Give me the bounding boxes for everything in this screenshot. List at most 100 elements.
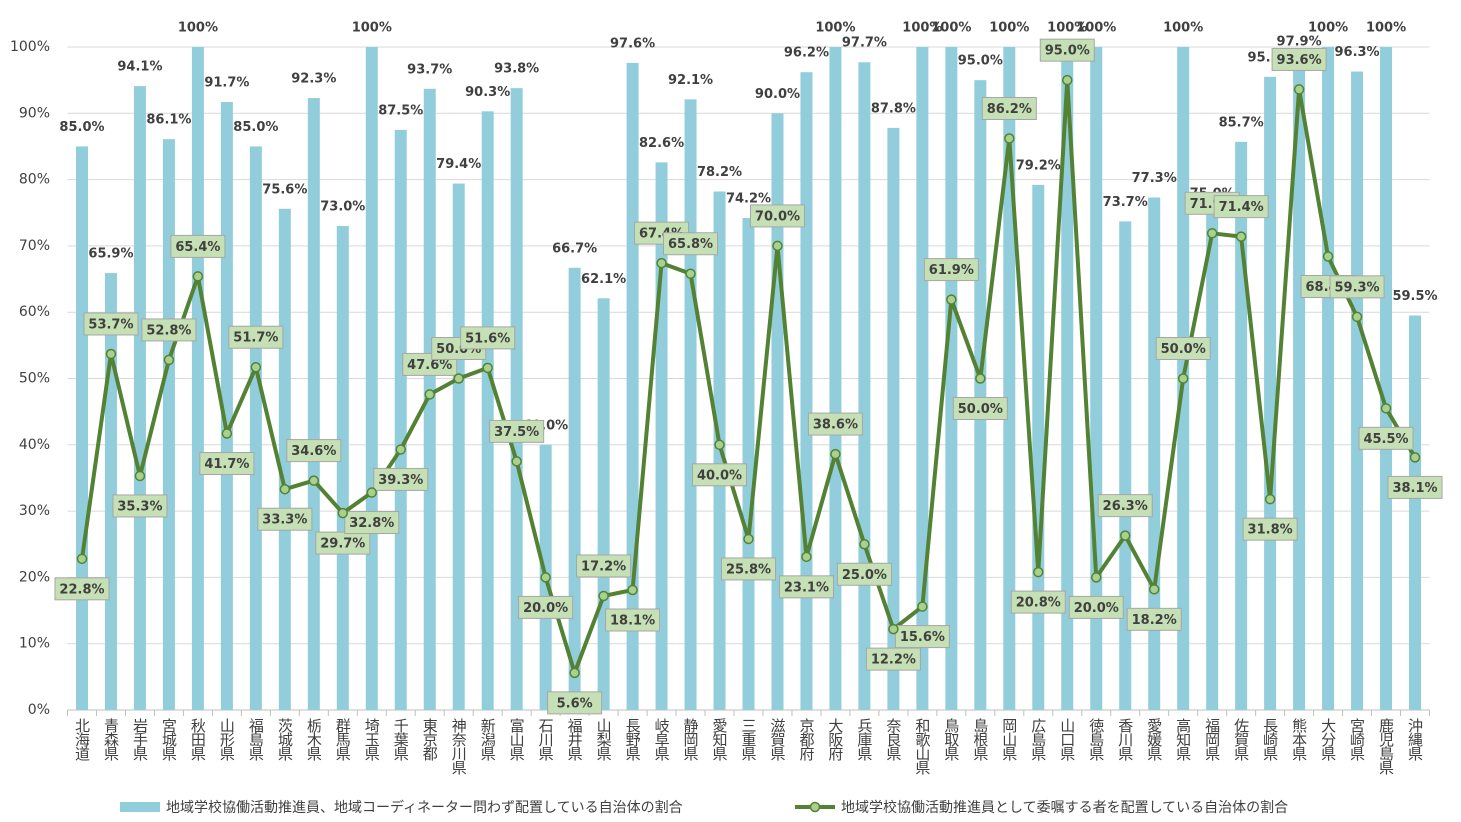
line-value-label: 45.5% <box>1363 432 1408 447</box>
legend-swatch <box>120 802 160 812</box>
y-tick-label: 0% <box>28 702 50 718</box>
legend-label: 地域学校協働活動推進員として委嘱する者を配置している自治体の割合 <box>841 799 1288 816</box>
bar-value-label: 62.1% <box>581 272 626 287</box>
bar-value-label: 91.7% <box>204 76 249 91</box>
x-tick-label: 愛知県 <box>711 718 729 761</box>
x-tick-label: 福岡県 <box>1203 718 1221 761</box>
y-tick-label: 40% <box>19 437 50 453</box>
x-tick-label: 大分県 <box>1319 718 1337 761</box>
line-label-box <box>721 557 776 581</box>
line-marker <box>714 439 725 451</box>
line-value-label: 51.6% <box>465 331 510 346</box>
x-tick-label: 三重県 <box>740 718 758 761</box>
bar-value-label: 95.0% <box>958 54 1003 69</box>
bar <box>307 98 320 710</box>
bar-value-label: 85.0% <box>233 120 278 135</box>
line-marker <box>1264 493 1276 505</box>
line-marker <box>859 539 870 550</box>
bar-value-label: 77.3% <box>1132 171 1177 186</box>
bar-value-label: 66.7% <box>552 241 597 256</box>
line-marker <box>1351 311 1363 323</box>
bar <box>162 139 175 711</box>
bar-value-label: 65.9% <box>88 247 133 262</box>
line-label-box <box>1271 47 1327 71</box>
line-label-box <box>749 204 805 228</box>
y-tick-label: 90% <box>19 105 50 121</box>
x-tick-label: 秋田県 <box>189 718 207 761</box>
line-value-label: 33.3% <box>262 513 307 528</box>
line-value-label: 61.9% <box>929 263 974 278</box>
line-marker <box>1004 133 1015 144</box>
x-tick-label: 群馬県 <box>334 718 352 761</box>
bar <box>684 99 697 710</box>
line-marker <box>482 362 493 374</box>
line-value-label: 35.3% <box>117 499 162 514</box>
y-tick-label: 20% <box>19 569 50 585</box>
line-marker <box>1119 530 1131 541</box>
line-value-label: 40.0% <box>697 468 742 483</box>
line-value-label: 37.5% <box>494 425 539 440</box>
line-marker <box>250 361 262 373</box>
line-marker <box>395 444 407 455</box>
line-label-box <box>663 232 719 256</box>
x-tick-label: 石川県 <box>537 718 555 761</box>
line-marker <box>888 623 899 635</box>
bar-value-label: 93.8% <box>494 62 539 77</box>
bar <box>1061 47 1074 710</box>
x-tick-label: 宮城県 <box>160 718 178 761</box>
x-tick-label: 香川県 <box>1116 718 1134 761</box>
line-value-label: 51.7% <box>233 331 278 346</box>
line-value-label: 23.1% <box>784 580 829 595</box>
bar-value-label: 59.5% <box>1392 289 1437 304</box>
line-marker <box>656 257 667 269</box>
x-tick-label: 静岡県 <box>682 718 700 761</box>
y-tick-label: 10% <box>19 636 50 652</box>
x-tick-label: 岡山県 <box>1000 718 1018 761</box>
x-tick-label: 岐阜県 <box>653 718 671 761</box>
line-marker <box>337 507 349 519</box>
bar <box>75 146 88 710</box>
y-tick-label: 30% <box>19 503 50 519</box>
line-value-label: 25.8% <box>726 562 771 577</box>
line-marker <box>134 470 146 482</box>
line-marker <box>801 551 812 563</box>
bar-value-label: 100% <box>178 21 218 36</box>
bar-value-label: 100% <box>1163 21 1203 36</box>
line-value-label: 20.0% <box>1074 601 1119 616</box>
line-label-box <box>981 96 1037 120</box>
line-marker <box>1090 572 1102 583</box>
line-label-box <box>1329 275 1385 299</box>
bar-value-label: 97.9% <box>1277 34 1322 49</box>
bar-value-label: 97.6% <box>610 36 655 51</box>
line-value-label: 18.2% <box>1132 613 1177 628</box>
x-tick-label: 栃木県 <box>305 718 323 761</box>
line-value-label: 93.6% <box>1277 53 1322 68</box>
bar <box>858 62 871 710</box>
bar <box>771 113 784 711</box>
line-label-box <box>778 575 834 599</box>
x-tick-label: 岩手県 <box>131 718 149 761</box>
line-marker <box>1235 231 1247 242</box>
bar-value-label: 93.7% <box>407 62 452 77</box>
x-tick-label: 北海道 <box>73 718 91 761</box>
x-tick-label: 千葉県 <box>392 718 410 761</box>
bar-value-label: 92.1% <box>668 73 713 88</box>
bar <box>1235 141 1248 710</box>
line-label-box <box>228 325 284 349</box>
bar <box>104 273 117 710</box>
bar <box>191 47 204 710</box>
line-label-box <box>1213 195 1269 219</box>
bar <box>1293 60 1306 711</box>
y-tick-label: 100% <box>10 39 50 55</box>
line-marker <box>192 271 204 282</box>
bar <box>510 88 523 710</box>
bar <box>1351 71 1364 710</box>
x-tick-label: 愛媛県 <box>1145 718 1163 761</box>
legend-marker <box>809 801 821 813</box>
x-tick-label: 徳島県 <box>1087 718 1105 761</box>
line-value-label: 38.6% <box>813 418 858 433</box>
bar-value-label: 86.1% <box>146 113 191 128</box>
line-marker <box>598 590 609 602</box>
bar <box>133 86 146 710</box>
